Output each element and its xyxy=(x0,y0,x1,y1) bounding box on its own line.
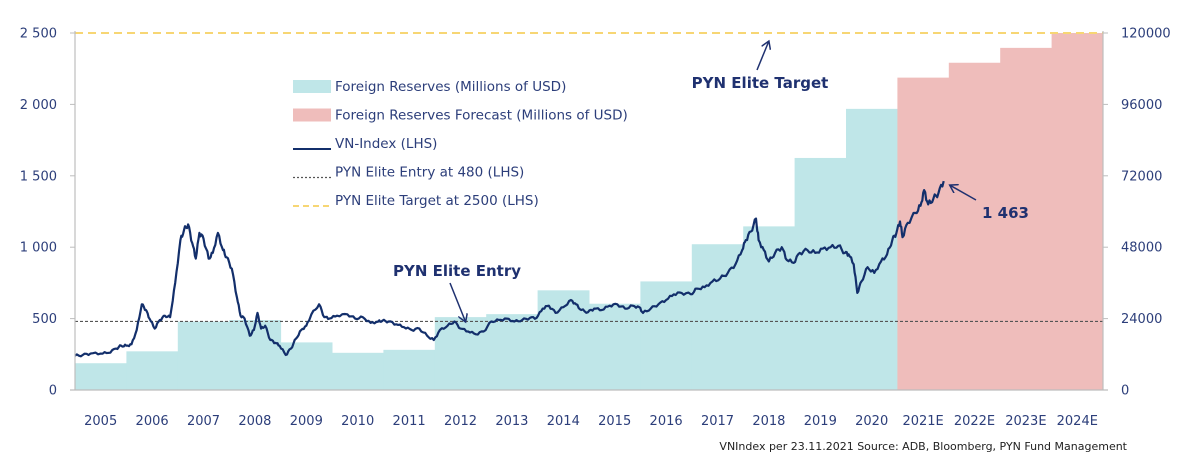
x-tick-label: 2018 xyxy=(752,414,785,429)
x-tick-label: 2015 xyxy=(598,414,631,429)
legend-label: Foreign Reserves Forecast (Millions of U… xyxy=(335,108,628,124)
x-tick-label: 2012 xyxy=(444,414,477,429)
annotation-arrow xyxy=(449,282,466,322)
right-tick-label: 48000 xyxy=(1121,241,1162,256)
x-tick-label: 2021E xyxy=(902,414,943,429)
left-tick-label: 2 500 xyxy=(20,27,57,42)
reserve-bar-2017 xyxy=(691,244,744,390)
x-tick-label: 2023E xyxy=(1005,414,1046,429)
x-tick-label: 2011 xyxy=(393,414,426,429)
legend-label: Foreign Reserves (Millions of USD) xyxy=(335,79,566,95)
forecast-bar-2024E xyxy=(1051,33,1104,390)
left-tick-label: 1 500 xyxy=(20,169,57,184)
reserve-bar-2007 xyxy=(177,321,230,390)
annotation-label: PYN Elite Target xyxy=(692,74,829,92)
legend-label: PYN Elite Entry at 480 (LHS) xyxy=(335,165,524,181)
annotation-arrow xyxy=(756,41,769,71)
reserve-bar-2015 xyxy=(589,303,641,390)
x-tick-label: 2019 xyxy=(804,414,837,429)
right-tick-label: 96000 xyxy=(1121,98,1162,113)
reserve-bar-2018 xyxy=(743,226,796,390)
forecast-bar-2023E xyxy=(1000,47,1053,390)
bars-layer xyxy=(75,33,1104,391)
right-tick-label: 72000 xyxy=(1121,169,1162,184)
forecast-bar-2022E xyxy=(948,62,1001,390)
x-tick-label: 2010 xyxy=(341,414,374,429)
annotations-layer: PYN Elite Target PYN Elite Entry 1 463 xyxy=(393,41,1029,322)
legend: Foreign Reserves (Millions of USD) Foreig… xyxy=(293,79,628,209)
x-tick-label: 2016 xyxy=(650,414,683,429)
x-tick-label: 2022E xyxy=(954,414,995,429)
x-tick-label: 2020 xyxy=(855,414,888,429)
reserve-bar-2010 xyxy=(332,352,384,390)
x-tick-label: 2024E xyxy=(1057,414,1098,429)
reserve-bar-2008 xyxy=(229,320,282,390)
vn-index-line xyxy=(74,180,945,358)
right-tick-label: 0 xyxy=(1121,384,1129,399)
legend-swatch xyxy=(293,80,331,93)
right-tick-label: 24000 xyxy=(1121,312,1162,327)
annotation-label: PYN Elite Entry xyxy=(393,262,521,280)
x-tick-label: 2017 xyxy=(701,414,734,429)
reserve-bar-2016 xyxy=(640,281,693,390)
x-tick-label: 2008 xyxy=(238,414,271,429)
reserve-bar-2020 xyxy=(846,108,898,391)
legend-swatch xyxy=(293,108,331,122)
left-tick-label: 0 xyxy=(49,384,57,399)
x-tick-label: 2006 xyxy=(136,414,169,429)
reserve-bar-2011 xyxy=(383,349,436,390)
reserve-bar-2006 xyxy=(126,351,179,390)
x-tick-label: 2014 xyxy=(547,414,580,429)
x-tick-label: 2007 xyxy=(187,414,220,429)
right-tick-label: 120000 xyxy=(1121,27,1171,42)
legend-label: PYN Elite Target at 2500 (LHS) xyxy=(335,193,539,209)
left-tick-label: 2 000 xyxy=(20,98,57,113)
reserve-bar-2019 xyxy=(794,157,847,390)
legend-label: VN-Index (LHS) xyxy=(335,136,437,152)
reserve-bar-2013 xyxy=(486,314,539,390)
annotation-label: 1 463 xyxy=(982,204,1029,222)
reserve-bar-2005 xyxy=(75,363,127,390)
axes-layer: 0 500 1 000 1 500 2 000 2 500 0 24000 48000 72000… xyxy=(20,27,1171,430)
left-tick-label: 500 xyxy=(32,312,57,327)
x-tick-label: 2013 xyxy=(495,414,528,429)
x-tick-label: 2009 xyxy=(290,414,323,429)
left-tick-label: 1 000 xyxy=(20,241,57,256)
vn-index-layer xyxy=(74,180,945,358)
annotation-arrow xyxy=(950,185,977,201)
x-tick-label: 2005 xyxy=(84,414,117,429)
source-note: VNIndex per 23.11.2021 Source: ADB, Bloo… xyxy=(719,440,1127,453)
forecast-bar-2021E xyxy=(897,77,950,390)
